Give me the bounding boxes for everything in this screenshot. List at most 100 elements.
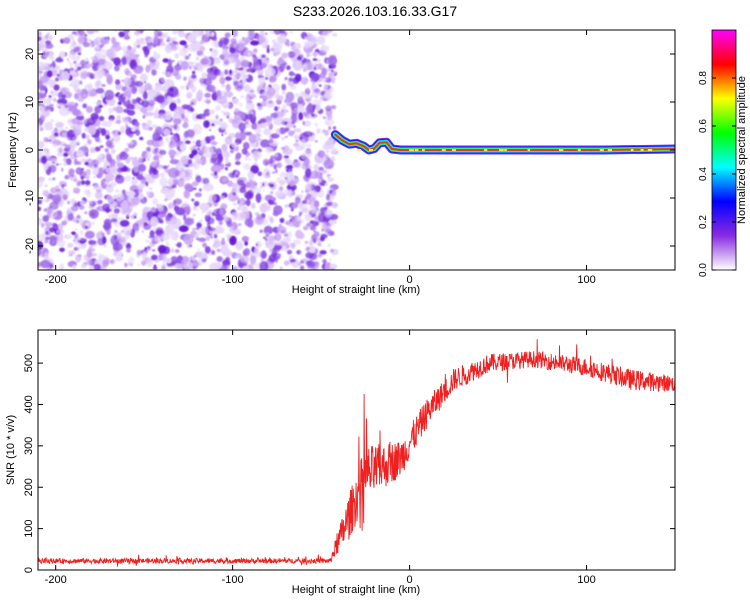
noise-speckle — [192, 227, 196, 231]
noise-speckle — [298, 223, 301, 226]
noise-speckle — [141, 230, 144, 233]
noise-speckle — [131, 86, 137, 95]
noise-speckle — [215, 120, 222, 126]
spectrogram-x-axis: -200 -100 0 100 — [45, 30, 596, 286]
noise-speckle — [153, 34, 159, 43]
noise-speckle — [190, 101, 195, 105]
snr-y-label: SNR (10 * v/v) — [5, 415, 17, 485]
noise-speckle — [73, 239, 76, 242]
noise-speckle — [46, 70, 53, 78]
noise-speckle — [123, 32, 129, 37]
noise-speckle — [176, 74, 180, 78]
noise-speckle — [78, 204, 85, 210]
noise-speckle — [184, 137, 187, 141]
noise-speckle — [40, 85, 47, 90]
noise-speckle — [163, 165, 168, 170]
noise-speckle — [159, 172, 165, 178]
noise-speckle — [86, 30, 95, 35]
noise-speckle — [84, 225, 88, 229]
noise-speckle — [199, 45, 206, 52]
noise-speckle — [80, 112, 84, 117]
noise-speckle — [121, 79, 125, 83]
noise-speckle — [166, 65, 174, 74]
noise-speckle — [108, 107, 114, 114]
noise-speckle — [234, 50, 239, 53]
noise-speckle — [284, 128, 289, 133]
noise-speckle — [55, 163, 60, 166]
noise-speckle — [195, 227, 200, 231]
noise-speckle — [304, 149, 313, 158]
noise-speckle — [74, 228, 78, 231]
noise-speckle — [55, 185, 60, 191]
noise-speckle — [290, 242, 296, 248]
noise-speckle — [41, 198, 44, 202]
noise-speckle — [322, 259, 327, 264]
noise-speckle — [170, 218, 178, 225]
noise-speckle — [68, 250, 75, 255]
noise-speckle — [294, 48, 301, 57]
noise-speckle — [196, 159, 203, 165]
noise-speckle — [305, 168, 312, 178]
noise-speckle — [69, 67, 74, 72]
noise-speckle — [180, 155, 190, 164]
noise-speckle — [273, 30, 282, 35]
noise-speckle — [193, 206, 196, 209]
noise-speckle — [80, 120, 83, 126]
noise-speckle — [137, 263, 140, 267]
noise-speckle — [289, 31, 293, 34]
snr-panel: -200 -100 0 100 0 100 200 300 400 500 Height of … — [5, 329, 676, 596]
noise-speckle — [152, 198, 159, 205]
noise-speckle — [195, 175, 202, 183]
noise-speckle — [322, 116, 327, 120]
noise-speckle — [87, 139, 92, 145]
noise-speckle — [293, 161, 301, 168]
noise-speckle — [287, 118, 293, 123]
noise-speckle — [268, 158, 274, 165]
noise-speckle — [195, 115, 202, 119]
noise-speckle — [201, 210, 206, 214]
noise-speckle — [319, 250, 327, 255]
noise-speckle — [130, 240, 134, 243]
noise-speckle — [173, 213, 176, 217]
noise-speckle — [112, 194, 118, 199]
y-tick-label: 0 — [23, 567, 35, 573]
noise-speckle — [76, 181, 81, 187]
noise-speckle — [59, 148, 62, 153]
noise-speckle — [230, 221, 238, 231]
noise-speckle — [134, 30, 140, 36]
noise-speckle — [248, 265, 252, 269]
noise-speckle — [76, 93, 86, 102]
noise-speckle — [199, 188, 202, 192]
noise-speckle — [142, 111, 149, 117]
noise-speckle — [213, 238, 220, 244]
noise-speckle — [115, 119, 122, 124]
noise-speckle — [286, 171, 294, 180]
noise-speckle — [45, 236, 50, 241]
noise-speckle — [309, 208, 319, 214]
noise-speckle — [263, 183, 266, 187]
noise-speckle — [162, 58, 169, 63]
noise-speckle — [59, 247, 65, 253]
noise-speckle — [50, 66, 54, 71]
spectrogram-x-label: Height of straight line (km) — [292, 284, 420, 296]
noise-speckle — [232, 97, 240, 105]
noise-speckle — [44, 191, 50, 197]
noise-speckle — [294, 107, 297, 110]
noise-speckle — [197, 248, 200, 251]
noise-speckle — [277, 253, 282, 257]
noise-speckle — [181, 32, 185, 38]
noise-speckle — [231, 187, 237, 196]
noise-speckle — [248, 157, 252, 162]
noise-speckle — [252, 53, 256, 58]
noise-speckle — [328, 65, 333, 69]
noise-speckle — [188, 53, 191, 57]
noise-speckle — [52, 223, 59, 232]
noise-speckle — [215, 57, 221, 65]
noise-speckle — [284, 158, 292, 165]
noise-speckle — [179, 176, 184, 182]
noise-speckle — [138, 164, 146, 172]
noise-speckle — [81, 70, 88, 75]
noise-speckle — [49, 201, 59, 210]
noise-speckle — [85, 106, 93, 113]
noise-speckle — [290, 113, 298, 124]
